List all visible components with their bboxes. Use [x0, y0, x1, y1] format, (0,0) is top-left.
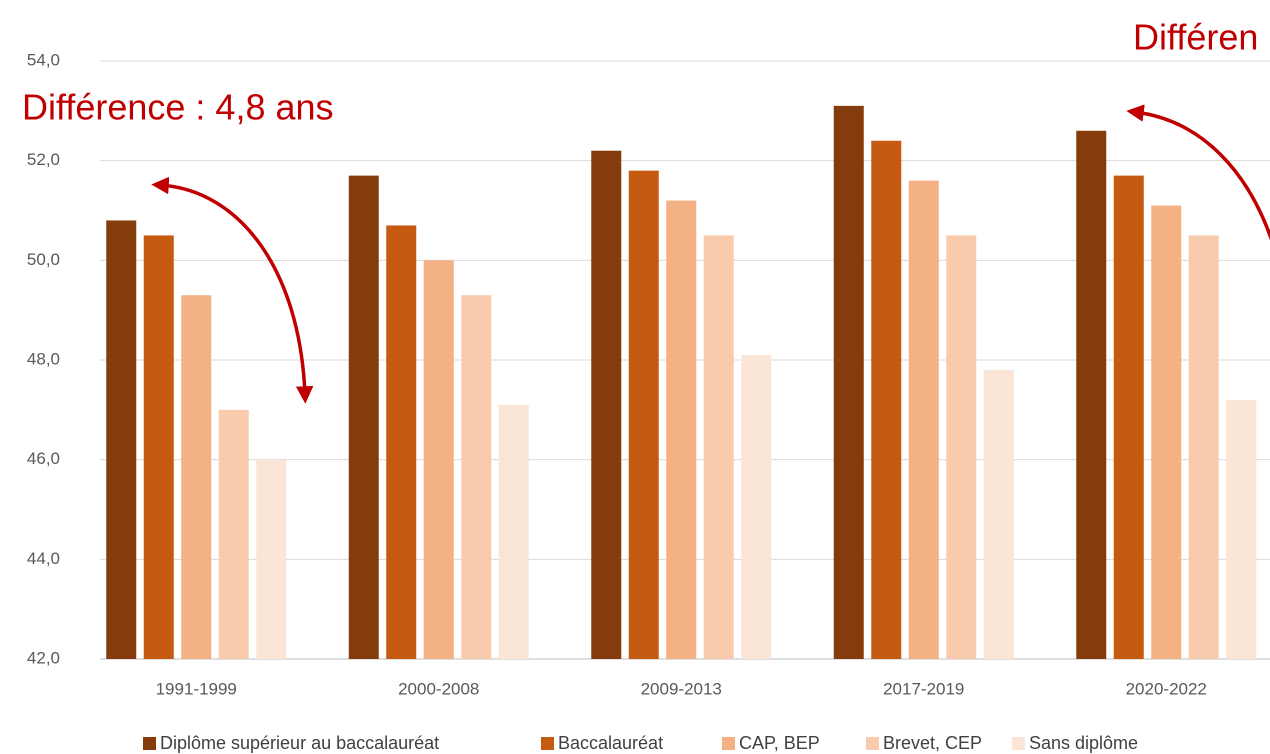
bar [1226, 399, 1257, 659]
annotation: Différen [1133, 17, 1258, 58]
y-tick-label: 52,0 [27, 150, 60, 169]
bar [1188, 235, 1219, 659]
y-tick-label: 46,0 [27, 449, 60, 468]
bar [703, 235, 734, 659]
bar [1151, 205, 1182, 659]
y-tick-label: 44,0 [27, 549, 60, 568]
legend-swatch [541, 737, 554, 750]
arrow [1126, 104, 1270, 241]
bar [461, 295, 492, 659]
legend-swatch [143, 737, 156, 750]
bar [143, 235, 174, 659]
x-tick-label: 1991-1999 [156, 679, 237, 698]
x-tick-label: 2009-2013 [641, 679, 722, 698]
bar [348, 175, 379, 659]
bar [666, 200, 697, 660]
bar [106, 220, 137, 659]
y-tick-label: 54,0 [27, 50, 60, 69]
bar [628, 170, 659, 659]
legend-swatch [722, 737, 735, 750]
legend-swatch [1012, 737, 1025, 750]
bar [946, 235, 977, 659]
legend-label: Diplôme supérieur au baccalauréat [160, 733, 439, 753]
bar [256, 459, 287, 659]
y-tick-label: 50,0 [27, 250, 60, 269]
bar [833, 105, 864, 660]
bar [1076, 130, 1107, 659]
arrow [151, 176, 314, 404]
bar [908, 180, 939, 659]
bar [871, 140, 902, 659]
bar [741, 355, 772, 659]
legend-label: Brevet, CEP [883, 733, 982, 753]
bar [983, 369, 1014, 659]
legend-label: Sans diplôme [1029, 733, 1138, 753]
legend-label: Baccalauréat [558, 733, 663, 753]
bar [181, 295, 212, 659]
bar [386, 225, 417, 659]
bar [591, 150, 622, 659]
x-tick-label: 2017-2019 [883, 679, 964, 698]
bar [1113, 175, 1144, 659]
y-tick-label: 48,0 [27, 349, 60, 368]
annotation: Différence : 4,8 ans [22, 87, 334, 128]
bar [423, 260, 454, 659]
legend-swatch [866, 737, 879, 750]
bar [218, 409, 249, 659]
x-tick-label: 2000-2008 [398, 679, 479, 698]
legend-label: CAP, BEP [739, 733, 820, 753]
bar [498, 404, 529, 659]
y-tick-label: 42,0 [27, 648, 60, 667]
x-tick-label: 2020-2022 [1126, 679, 1207, 698]
